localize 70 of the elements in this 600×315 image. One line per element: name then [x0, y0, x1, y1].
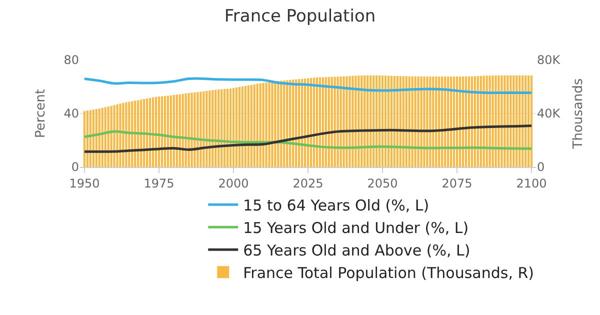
y2-axis-title: Thousands [570, 78, 586, 150]
bar [420, 76, 422, 167]
bar [492, 76, 494, 167]
line-series [83, 77, 533, 94]
y2-tick-label: 80K [537, 53, 562, 68]
bar [530, 76, 533, 167]
legend-label: 15 Years Old and Under (%, L) [243, 219, 469, 237]
bar [241, 86, 244, 167]
x-tick-label: 2050 [367, 176, 398, 190]
bar [348, 76, 351, 167]
bar [271, 82, 274, 167]
bar [423, 76, 426, 167]
bar [504, 75, 506, 167]
bar [119, 104, 122, 167]
bar [83, 111, 86, 167]
bar [256, 84, 258, 167]
bar [342, 76, 345, 167]
y-tick-label: 80 [64, 53, 79, 68]
bar [113, 105, 116, 167]
bar [262, 82, 264, 167]
bar [190, 92, 193, 167]
bar [116, 104, 118, 167]
bar [346, 76, 348, 167]
y2-tick-label: 40K [537, 106, 562, 121]
y2-tick-label: 0 [537, 160, 545, 174]
bar [166, 96, 169, 167]
bar [265, 82, 268, 167]
bar [218, 90, 220, 167]
x-tick-label: 2000 [218, 176, 249, 190]
bar [200, 92, 202, 167]
bar [340, 76, 342, 167]
x-tick-label: 2075 [442, 176, 472, 190]
line-series [83, 130, 533, 150]
bar [498, 76, 500, 167]
bar [232, 88, 235, 167]
bar [250, 84, 252, 167]
legend-label: 15 to 64 Years Old (%, L) [243, 196, 430, 214]
x-tick-label: 2025 [292, 176, 324, 190]
bar [494, 76, 497, 167]
legend-label: 65 Years Old and Above (%, L) [243, 242, 470, 260]
bar [224, 89, 226, 167]
bar [247, 85, 250, 167]
legend-label: France Total Population (Thousands, R) [243, 264, 534, 282]
bar [352, 76, 354, 167]
bar [212, 90, 214, 167]
bar [226, 88, 229, 167]
bar [235, 88, 238, 167]
bar [196, 92, 199, 167]
y-tick-label: 40 [64, 106, 79, 121]
chart-title: France Population [224, 6, 376, 26]
line-series [83, 124, 533, 153]
bar [417, 76, 420, 167]
bar [188, 93, 190, 167]
bar [194, 92, 196, 167]
x-tick-label: 1975 [144, 176, 174, 190]
bar [259, 83, 262, 167]
bar [426, 76, 428, 167]
bar [244, 86, 246, 167]
bar [220, 89, 223, 167]
bar [229, 88, 232, 167]
x-tick-label: 2100 [516, 176, 547, 190]
bar [238, 87, 240, 167]
bar [253, 84, 256, 167]
bar [122, 102, 124, 167]
y-axis-title: Percent [34, 89, 49, 138]
x-tick-label: 1950 [69, 176, 100, 190]
bar [268, 82, 270, 167]
y-tick-label: 0 [71, 160, 79, 174]
bar [500, 76, 503, 167]
bar [274, 81, 276, 167]
